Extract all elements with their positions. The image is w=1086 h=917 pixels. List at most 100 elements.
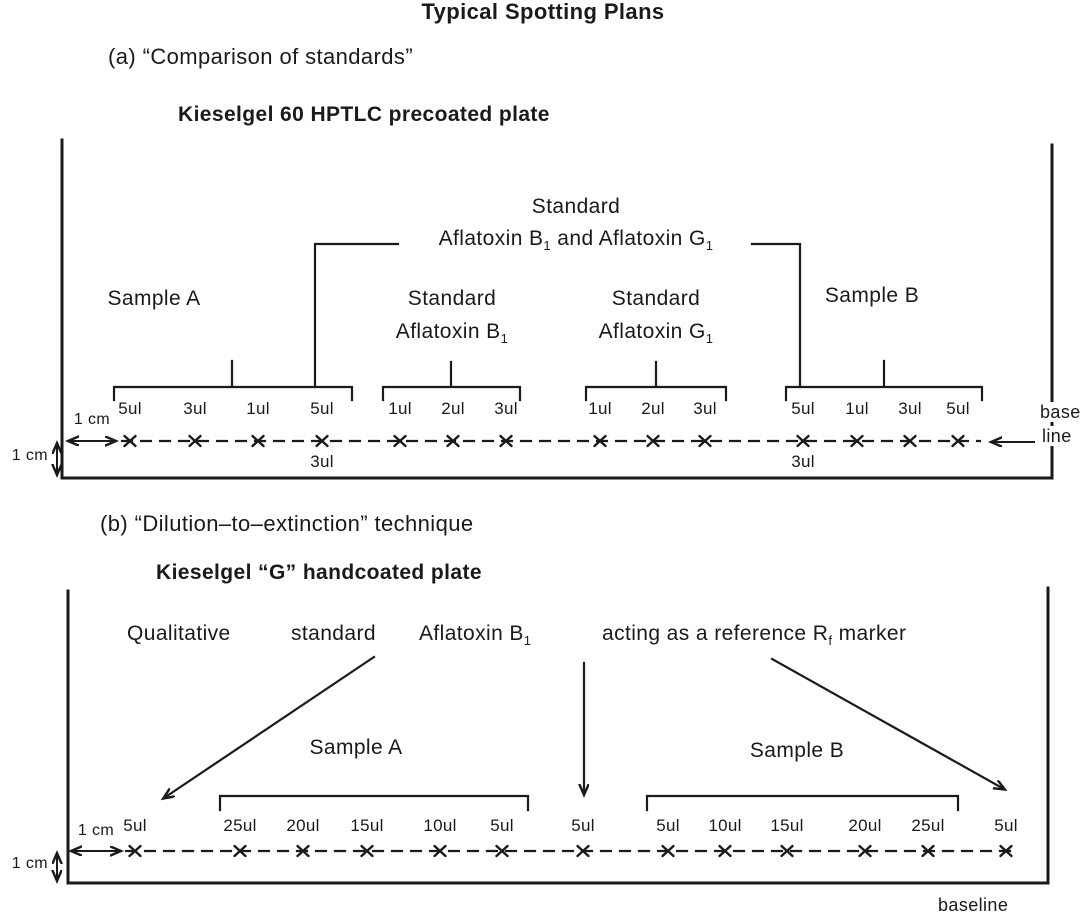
spot-mark: [850, 434, 864, 448]
h-margin-label-a: 1 cm: [73, 411, 111, 428]
plate-a-outline: [60, 138, 1054, 480]
group-label-standard-b1-line2: Aflatoxin B1: [367, 320, 537, 347]
bracket-sample-b-b: [645, 794, 960, 812]
annotation-sub: f: [828, 633, 833, 649]
group-label-sample-b: Sample B: [824, 284, 920, 307]
bracket-standard-g1: [584, 360, 728, 402]
volume-label: 5ul: [791, 399, 815, 418]
spot-mark: [296, 844, 310, 858]
callout-sub: 1: [705, 238, 714, 254]
volume-label: 5ul: [310, 399, 334, 418]
volume-label: 5ul: [656, 816, 680, 835]
bracket-standard-b1: [381, 360, 522, 402]
baseline-label-a-line2: line: [1040, 426, 1074, 447]
v-margin-label-a: 1 cm: [11, 447, 48, 464]
volume-label: 5ul: [123, 816, 147, 835]
volume-label: 3ul: [791, 452, 815, 471]
volume-label: 3ul: [183, 399, 207, 418]
spot-mark: [233, 844, 247, 858]
volume-label: 2ul: [641, 399, 665, 418]
arrow-to-reference-spot: [770, 657, 1004, 789]
spot-mark: [446, 434, 460, 448]
callout-text: and Aflatoxin G: [551, 227, 706, 250]
volume-label: 3ul: [494, 399, 518, 418]
group-label-standard-g1-line1: Standard: [611, 287, 701, 310]
spot-mark: [123, 434, 137, 448]
group-text: Aflatoxin B: [395, 320, 501, 343]
spot-mark: [921, 844, 935, 858]
baseline-label-a-line1: base: [1038, 402, 1083, 423]
callout-text: Aflatoxin B: [438, 227, 544, 250]
annotation-text: acting as a reference R: [602, 622, 829, 645]
volume-label: 5ul: [571, 816, 595, 835]
volume-label: 1ul: [845, 399, 869, 418]
plate-b-outline: [66, 586, 1050, 885]
volume-label: 10ul: [423, 816, 457, 835]
annotation-sub: 1: [523, 633, 532, 649]
volume-label: 20ul: [286, 816, 320, 835]
volume-label: 3ul: [693, 399, 717, 418]
section-a-heading: (a) “Comparison of standards”: [108, 44, 414, 69]
spot-mark: [698, 434, 712, 448]
figure-title: Typical Spotting Plans: [421, 0, 665, 24]
volume-label: 2ul: [441, 399, 465, 418]
annotation-text: marker: [832, 622, 907, 645]
volume-label: 20ul: [848, 816, 882, 835]
annotation-qualitative: Qualitative: [127, 622, 231, 645]
bracket-sample-a: [112, 359, 354, 402]
baseline-label-b: baseline: [938, 895, 1009, 915]
annotation-standard: standard: [291, 622, 376, 645]
group-label-sample-a-b: Sample A: [309, 736, 403, 759]
spot-mark: [393, 434, 407, 448]
spot-mark: [251, 434, 265, 448]
group-label-sample-b-b: Sample B: [749, 739, 845, 762]
spot-mark: [499, 434, 513, 448]
volume-label: 1ul: [388, 399, 412, 418]
spot-mark: [796, 434, 810, 448]
spot-mark: [315, 434, 329, 448]
annotation-reference-marker: acting as a reference Rf marker: [602, 622, 907, 649]
volume-label: 1ul: [588, 399, 612, 418]
spot-mark: [999, 844, 1013, 858]
spot-mark: [576, 844, 590, 858]
spot-mark: [646, 434, 660, 448]
spot-mark: [780, 844, 794, 858]
standard-callout-line1: Standard: [531, 195, 621, 218]
group-label-sample-a: Sample A: [107, 287, 201, 310]
group-text: Aflatoxin G: [598, 320, 706, 343]
standard-connector-left: [313, 242, 400, 389]
volume-label: 10ul: [708, 816, 742, 835]
h-margin-label-b: 1 cm: [77, 822, 115, 839]
group-label-standard-g1-line2: Aflatoxin G1: [571, 320, 741, 347]
spot-mark: [360, 844, 374, 858]
plate-b-title: Kieselgel “G” handcoated plate: [156, 561, 482, 584]
spot-marks-a: [123, 434, 965, 448]
spot-mark: [128, 844, 142, 858]
spot-mark: [951, 434, 965, 448]
spot-mark: [433, 844, 447, 858]
volume-label: 25ul: [911, 816, 945, 835]
annotation-aflatoxin-b1: Aflatoxin B1: [419, 622, 532, 649]
spot-marks-b: [128, 844, 1013, 858]
v-margin-label-b: 1 cm: [11, 855, 48, 872]
spot-mark: [858, 844, 872, 858]
volume-label: 5ul: [946, 399, 970, 418]
volume-label: 25ul: [223, 816, 257, 835]
group-sub: 1: [500, 331, 509, 347]
group-sub: 1: [705, 331, 714, 347]
volume-label: 5ul: [490, 816, 514, 835]
standard-callout-line2: Aflatoxin B1 and Aflatoxin G1: [406, 227, 746, 254]
volume-label: 3ul: [310, 452, 334, 471]
bracket-sample-a-b: [218, 794, 530, 812]
volume-label: 15ul: [770, 816, 804, 835]
volume-label: 5ul: [994, 816, 1018, 835]
spot-mark: [718, 844, 732, 858]
spot-mark: [188, 434, 202, 448]
volume-label: 5ul: [118, 399, 142, 418]
callout-sub: 1: [543, 238, 552, 254]
group-label-standard-b1-line1: Standard: [407, 287, 497, 310]
volume-label: 15ul: [350, 816, 384, 835]
annotation-text: Aflatoxin B: [419, 622, 524, 645]
